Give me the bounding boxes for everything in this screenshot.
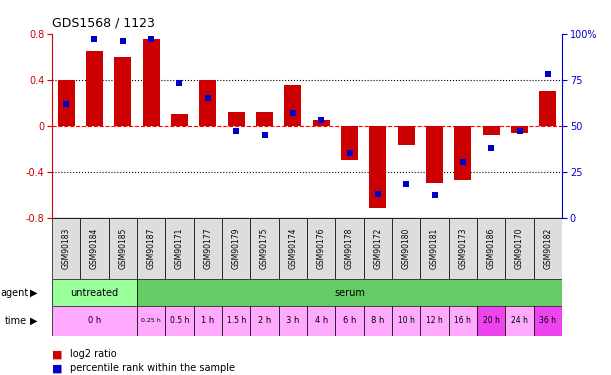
Bar: [222, 306, 251, 336]
Bar: [540, 91, 557, 126]
Text: GSM90184: GSM90184: [90, 228, 99, 269]
Text: log2 ratio: log2 ratio: [70, 350, 117, 359]
Bar: [483, 126, 500, 135]
Bar: [370, 126, 386, 209]
Bar: [511, 126, 528, 132]
Text: time: time: [4, 316, 26, 326]
Bar: [137, 217, 166, 279]
Text: 2 h: 2 h: [258, 316, 271, 325]
Text: 16 h: 16 h: [455, 316, 471, 325]
Text: 0.5 h: 0.5 h: [170, 316, 189, 325]
Bar: [455, 126, 472, 180]
Text: 12 h: 12 h: [426, 316, 443, 325]
Bar: [109, 217, 137, 279]
Text: GSM90172: GSM90172: [373, 228, 382, 269]
Bar: [194, 306, 222, 336]
Bar: [392, 306, 420, 336]
Bar: [80, 217, 109, 279]
Text: 24 h: 24 h: [511, 316, 528, 325]
Text: GSM90177: GSM90177: [203, 228, 213, 269]
Bar: [166, 217, 194, 279]
Bar: [228, 112, 244, 126]
Bar: [251, 217, 279, 279]
Text: 4 h: 4 h: [315, 316, 328, 325]
Text: GSM90178: GSM90178: [345, 228, 354, 269]
Text: agent: agent: [1, 288, 29, 297]
Text: untreated: untreated: [70, 288, 119, 297]
Bar: [114, 57, 131, 126]
Bar: [448, 217, 477, 279]
Bar: [199, 80, 216, 126]
Text: ▶: ▶: [30, 288, 37, 297]
Bar: [256, 112, 273, 126]
Text: ■: ■: [52, 363, 62, 373]
Bar: [448, 306, 477, 336]
Bar: [392, 217, 420, 279]
Bar: [279, 217, 307, 279]
Text: GSM90174: GSM90174: [288, 228, 298, 269]
Bar: [477, 306, 505, 336]
Text: 1.5 h: 1.5 h: [227, 316, 246, 325]
Bar: [505, 306, 534, 336]
Text: ■: ■: [52, 350, 62, 359]
Text: 20 h: 20 h: [483, 316, 500, 325]
Bar: [364, 217, 392, 279]
Bar: [142, 39, 159, 126]
Bar: [307, 217, 335, 279]
Bar: [398, 126, 415, 145]
Text: GSM90181: GSM90181: [430, 228, 439, 269]
Text: 6 h: 6 h: [343, 316, 356, 325]
Bar: [137, 279, 562, 306]
Text: 0.25 h: 0.25 h: [141, 318, 161, 323]
Bar: [52, 279, 137, 306]
Bar: [57, 80, 75, 126]
Text: GSM90175: GSM90175: [260, 228, 269, 269]
Bar: [86, 51, 103, 126]
Bar: [171, 114, 188, 126]
Bar: [52, 217, 80, 279]
Text: GDS1568 / 1123: GDS1568 / 1123: [52, 17, 155, 30]
Text: 36 h: 36 h: [540, 316, 557, 325]
Text: serum: serum: [334, 288, 365, 297]
Bar: [137, 306, 166, 336]
Text: GSM90176: GSM90176: [316, 228, 326, 269]
Text: GSM90187: GSM90187: [147, 228, 156, 269]
Text: 10 h: 10 h: [398, 316, 415, 325]
Text: GSM90186: GSM90186: [487, 228, 496, 269]
Bar: [420, 217, 448, 279]
Bar: [426, 126, 443, 183]
Bar: [335, 306, 364, 336]
Bar: [194, 217, 222, 279]
Bar: [420, 306, 448, 336]
Text: GSM90171: GSM90171: [175, 228, 184, 269]
Bar: [279, 306, 307, 336]
Bar: [52, 306, 137, 336]
Text: 8 h: 8 h: [371, 316, 384, 325]
Bar: [251, 306, 279, 336]
Text: 0 h: 0 h: [88, 316, 101, 325]
Bar: [534, 217, 562, 279]
Text: 3 h: 3 h: [286, 316, 299, 325]
Bar: [505, 217, 534, 279]
Bar: [284, 86, 301, 126]
Bar: [166, 306, 194, 336]
Text: GSM90173: GSM90173: [458, 228, 467, 269]
Text: GSM90185: GSM90185: [119, 228, 127, 269]
Text: GSM90170: GSM90170: [515, 228, 524, 269]
Bar: [335, 217, 364, 279]
Text: GSM90180: GSM90180: [401, 228, 411, 269]
Text: GSM90183: GSM90183: [62, 228, 71, 269]
Bar: [534, 306, 562, 336]
Bar: [307, 306, 335, 336]
Text: GSM90179: GSM90179: [232, 228, 241, 269]
Text: 1 h: 1 h: [201, 316, 214, 325]
Bar: [313, 120, 330, 126]
Text: percentile rank within the sample: percentile rank within the sample: [70, 363, 235, 373]
Text: ▶: ▶: [30, 316, 37, 326]
Bar: [477, 217, 505, 279]
Text: GSM90182: GSM90182: [543, 228, 552, 269]
Bar: [341, 126, 358, 160]
Bar: [222, 217, 251, 279]
Bar: [364, 306, 392, 336]
